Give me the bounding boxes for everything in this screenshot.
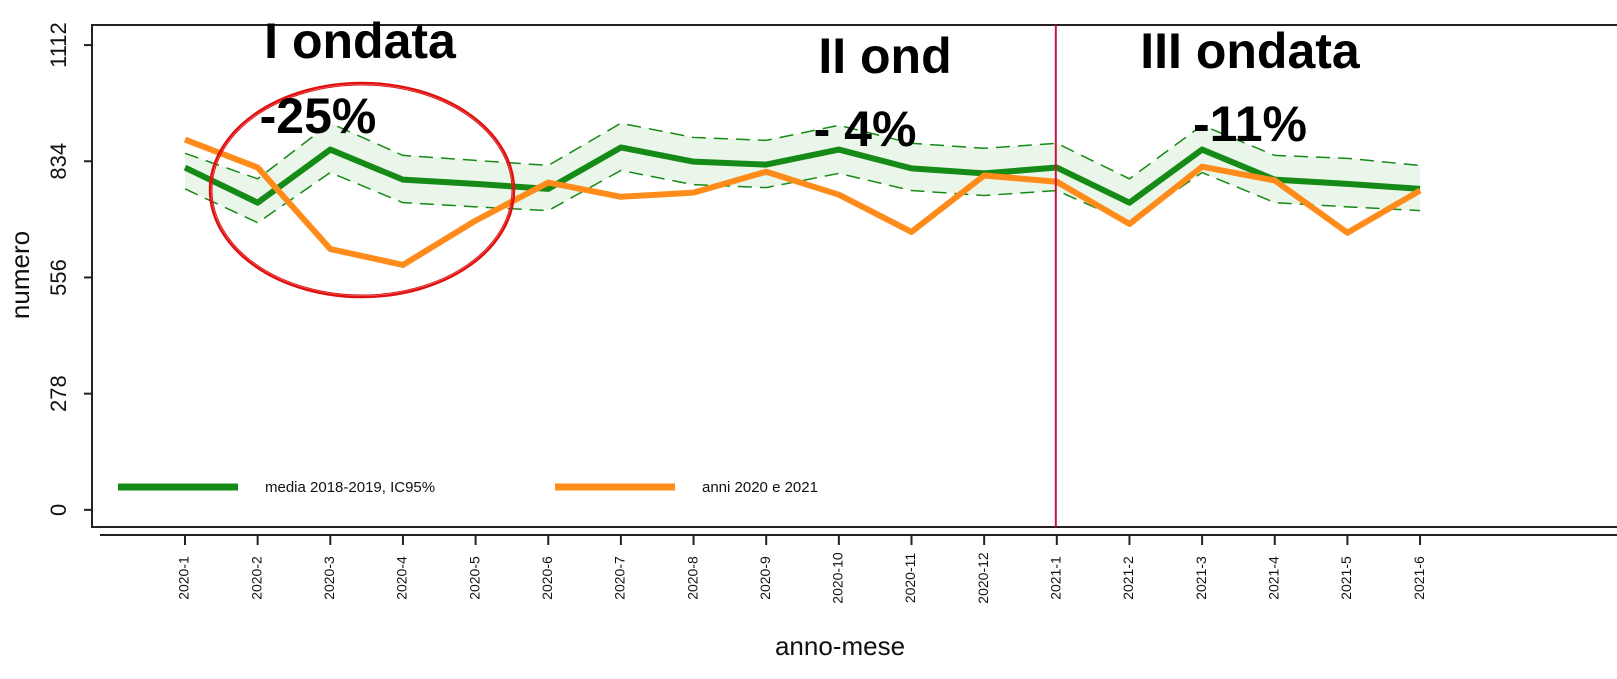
annotation: -25%	[260, 88, 377, 144]
x-axis-title: anno-mese	[775, 631, 905, 661]
x-tick-label: 2020-4	[394, 556, 410, 600]
highlight-ellipse	[208, 81, 516, 299]
annotation: III ondata	[1140, 23, 1361, 79]
annotation: - 4%	[814, 101, 917, 157]
x-tick-label: 2020-12	[975, 552, 991, 604]
x-tick-label: 2021-1	[1048, 556, 1064, 600]
y-tick-label: 0	[46, 504, 71, 516]
highlight-ellipse-inner	[211, 84, 513, 296]
x-tick-label: 2020-1	[176, 556, 192, 600]
ci-lower	[184, 169, 1421, 224]
x-tick-label: 2021-6	[1411, 556, 1427, 600]
y-tick-label: 1112	[46, 22, 71, 68]
x-tick-label: 2020-9	[757, 556, 773, 600]
ci-band	[185, 123, 1421, 223]
x-tick-label: 2021-5	[1338, 556, 1354, 600]
series-line	[183, 136, 1422, 268]
y-axis-title: numero	[5, 231, 35, 319]
y-tick-label: 834	[46, 143, 71, 180]
annotation: II ond	[818, 28, 951, 84]
y-tick-label: 278	[46, 375, 71, 412]
x-tick-label: 2021-2	[1120, 556, 1136, 600]
x-tick-label: 2020-2	[248, 556, 264, 600]
x-tick-label: 2021-4	[1265, 556, 1281, 600]
x-tick-label: 2020-10	[830, 552, 846, 604]
x-tick-label: 2020-11	[902, 553, 918, 604]
legend-label: media 2018-2019, IC95%	[265, 479, 435, 496]
plot-area	[183, 122, 1422, 268]
x-tick-label: 2021-3	[1193, 556, 1209, 600]
annotation: -11%	[1193, 96, 1307, 152]
ci-upper	[184, 122, 1421, 180]
x-tick-label: 2020-5	[466, 556, 482, 600]
x-tick-label: 2020-8	[684, 556, 700, 600]
x-tick-label: 2020-3	[321, 556, 337, 600]
annotation: I ondata	[264, 13, 457, 69]
x-tick-label: 2020-7	[612, 556, 628, 600]
x-tick-label: 2020-6	[539, 556, 555, 600]
plot-frame	[91, 24, 1617, 528]
series-line	[183, 144, 1421, 206]
y-tick-label: 556	[46, 259, 71, 296]
legend-label: anni 2020 e 2021	[702, 479, 818, 496]
